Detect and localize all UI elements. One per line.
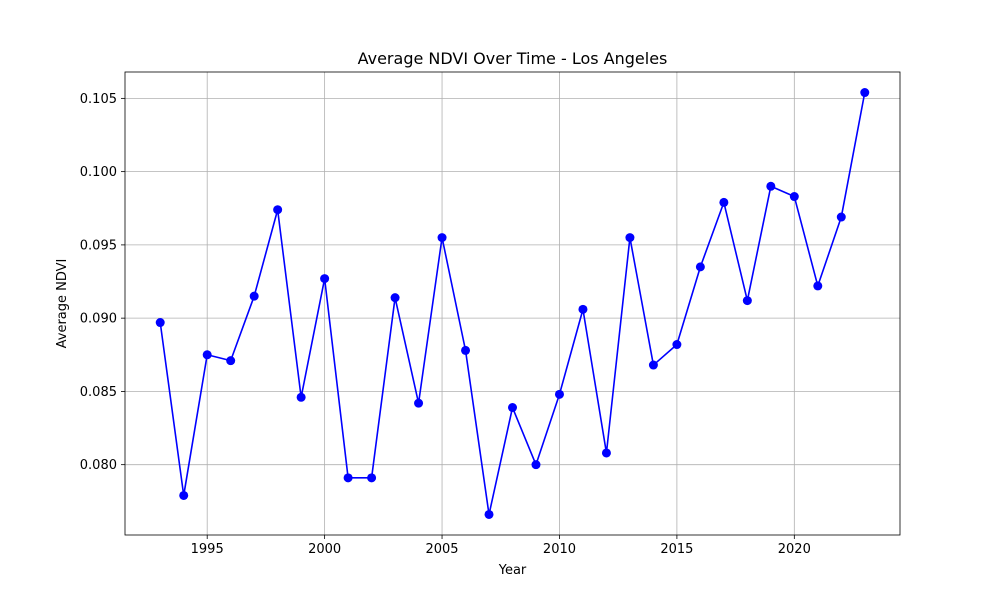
grid — [125, 72, 900, 535]
data-point — [179, 490, 189, 500]
data-point — [625, 233, 635, 243]
data-point — [860, 88, 870, 98]
data-point — [789, 192, 799, 202]
data-point — [578, 304, 588, 314]
data-point — [249, 291, 259, 301]
data-point — [390, 293, 400, 303]
data-point — [202, 350, 212, 360]
x-tick-label: 1995 — [191, 542, 224, 557]
data-point — [531, 460, 541, 470]
series-layer — [155, 88, 870, 519]
data-point — [226, 356, 236, 366]
plot-frame — [124, 71, 901, 536]
x-tick-label: 2010 — [543, 542, 576, 557]
y-tick-label: 0.080 — [80, 458, 117, 473]
data-point — [155, 318, 165, 328]
data-point — [766, 181, 776, 191]
data-point — [414, 398, 424, 408]
data-point — [672, 340, 682, 350]
y-tick-label: 0.100 — [80, 165, 117, 180]
y-tick-label: 0.085 — [80, 385, 117, 400]
data-point — [484, 509, 494, 519]
x-axis-label: Year — [498, 563, 527, 578]
y-axis-ticks: 0.080 0.085 0.090 0.095 0.100 0.105 — [80, 92, 125, 473]
data-point — [742, 296, 752, 306]
chart-title: Average NDVI Over Time - Los Angeles — [358, 49, 668, 68]
y-tick-label: 0.095 — [80, 238, 117, 253]
series-line — [159, 92, 866, 516]
data-point — [554, 389, 564, 399]
x-tick-label: 2015 — [660, 542, 693, 557]
data-point — [343, 473, 353, 483]
data-point — [437, 233, 447, 243]
data-point — [320, 274, 330, 284]
data-point — [367, 473, 377, 483]
data-point — [648, 360, 658, 370]
x-tick-label: 2005 — [425, 542, 458, 557]
data-point — [601, 448, 611, 458]
data-point — [695, 262, 705, 272]
data-point — [508, 403, 517, 413]
data-point — [461, 345, 471, 355]
data-point — [813, 281, 823, 291]
y-tick-label: 0.105 — [80, 92, 117, 107]
y-axis-label: Average NDVI — [55, 259, 70, 349]
data-point — [296, 392, 306, 402]
data-point — [836, 212, 846, 222]
y-tick-label: 0.090 — [80, 312, 117, 327]
x-tick-label: 2000 — [308, 542, 341, 557]
x-axis-ticks: 1995 2000 2005 2010 2015 2020 — [191, 535, 811, 557]
x-tick-label: 2020 — [778, 542, 811, 557]
data-point — [273, 205, 283, 215]
data-point — [719, 197, 729, 207]
